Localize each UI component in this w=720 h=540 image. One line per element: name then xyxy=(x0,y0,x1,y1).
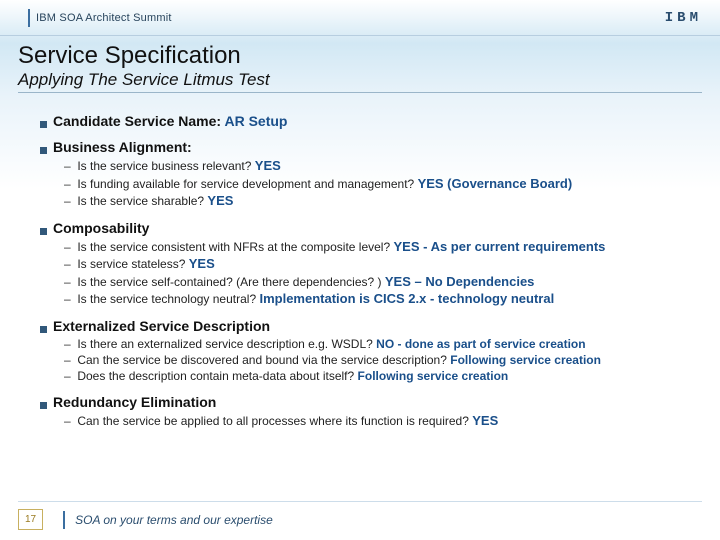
answer-text: YES xyxy=(255,158,281,173)
list-item: – Is the service self-contained? (Are th… xyxy=(64,273,694,291)
question-text: Is the service business relevant? xyxy=(77,159,251,173)
square-bullet-icon xyxy=(40,147,47,154)
summit-title: IBM SOA Architect Summit xyxy=(36,12,172,24)
header: IBM SOA Architect Summit IBM xyxy=(0,0,720,36)
answer-text: YES xyxy=(189,256,215,271)
question-text: Is there an externalized service descrip… xyxy=(77,337,372,351)
answer-text: YES xyxy=(472,413,498,428)
answer-text: YES (Governance Board) xyxy=(418,176,573,191)
list-item: – Is funding available for service devel… xyxy=(64,175,694,193)
footer: 17 SOA on your terms and our expertise xyxy=(0,509,720,530)
heading-text: Redundancy Elimination xyxy=(53,394,216,410)
question-text: Does the description contain meta-data a… xyxy=(77,369,354,383)
answer-text: YES – No Dependencies xyxy=(385,274,535,289)
list-item: – Can the service be discovered and boun… xyxy=(64,352,694,368)
section-heading: Externalized Service Description xyxy=(40,318,694,334)
answer-text: YES xyxy=(207,193,233,208)
question-text: Can the service be discovered and bound … xyxy=(77,353,447,367)
answer-text: YES - As per current requirements xyxy=(393,239,605,254)
section-heading: Business Alignment: xyxy=(40,139,694,155)
title-block: Service Specification Applying The Servi… xyxy=(0,36,720,105)
item-list: – Is there an externalized service descr… xyxy=(40,336,694,385)
item-list: – Can the service be applied to all proc… xyxy=(40,412,694,430)
list-item: – Is the service consistent with NFRs at… xyxy=(64,238,694,256)
square-bullet-icon xyxy=(40,402,47,409)
question-text: Is the service technology neutral? xyxy=(77,292,256,306)
list-item: – Is service stateless? YES xyxy=(64,255,694,273)
square-bullet-icon xyxy=(40,326,47,333)
footer-rule xyxy=(18,501,702,502)
item-list: – Is the service consistent with NFRs at… xyxy=(40,238,694,308)
question-text: Is funding available for service develop… xyxy=(77,177,414,191)
ibm-logo: IBM xyxy=(665,10,702,26)
list-item: – Is there an externalized service descr… xyxy=(64,336,694,352)
footer-tagline: SOA on your terms and our expertise xyxy=(75,513,273,527)
section-composability: Composability – Is the service consisten… xyxy=(40,220,694,308)
list-item: – Is the service sharable? YES xyxy=(64,192,694,210)
heading-text: Externalized Service Description xyxy=(53,318,270,334)
page-number: 17 xyxy=(18,509,43,530)
page-title: Service Specification xyxy=(18,42,702,70)
section-heading: Composability xyxy=(40,220,694,236)
list-item: – Is the service business relevant? YES xyxy=(64,157,694,175)
section-externalized: Externalized Service Description – Is th… xyxy=(40,318,694,385)
question-text: Can the service be applied to all proces… xyxy=(77,414,469,428)
list-item: – Can the service be applied to all proc… xyxy=(64,412,694,430)
content: Candidate Service Name: AR Setup Busines… xyxy=(0,105,720,430)
heading-text: Composability xyxy=(53,220,149,236)
answer-text: Following service creation xyxy=(358,369,509,383)
answer-text: Following service creation xyxy=(450,353,601,367)
heading-text: Candidate Service Name: xyxy=(53,113,221,129)
answer-text: Implementation is CICS 2.x - technology … xyxy=(259,291,554,306)
question-text: Is the service consistent with NFRs at t… xyxy=(77,240,390,254)
page-subtitle: Applying The Service Litmus Test xyxy=(18,70,702,93)
square-bullet-icon xyxy=(40,228,47,235)
item-list: – Is the service business relevant? YES … xyxy=(40,157,694,210)
question-text: Is service stateless? xyxy=(77,257,185,271)
heading-answer: AR Setup xyxy=(224,113,287,129)
footer-bar-icon xyxy=(63,511,65,529)
header-bar-icon xyxy=(28,9,30,27)
section-redundancy: Redundancy Elimination – Can the service… xyxy=(40,394,694,430)
section-business-alignment: Business Alignment: – Is the service bus… xyxy=(40,139,694,210)
answer-text: NO - done as part of service creation xyxy=(376,337,585,351)
section-candidate: Candidate Service Name: AR Setup xyxy=(40,113,694,129)
section-heading: Redundancy Elimination xyxy=(40,394,694,410)
heading-text: Business Alignment: xyxy=(53,139,192,155)
list-item: – Is the service technology neutral? Imp… xyxy=(64,290,694,308)
question-text: Is the service sharable? xyxy=(77,194,204,208)
square-bullet-icon xyxy=(40,121,47,128)
list-item: – Does the description contain meta-data… xyxy=(64,368,694,384)
question-text: Is the service self-contained? (Are ther… xyxy=(77,275,381,289)
section-heading: Candidate Service Name: AR Setup xyxy=(40,113,694,129)
header-left: IBM SOA Architect Summit xyxy=(28,9,172,27)
